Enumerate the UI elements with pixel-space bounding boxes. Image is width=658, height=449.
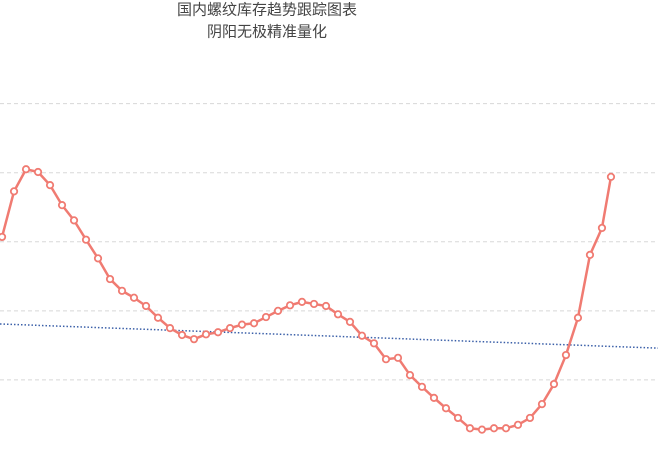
data-point bbox=[9, 187, 19, 196]
data-point bbox=[273, 306, 283, 315]
data-point bbox=[69, 216, 79, 225]
data-point bbox=[597, 223, 607, 233]
data-point bbox=[513, 420, 523, 429]
data-point bbox=[453, 413, 463, 423]
data-point bbox=[309, 299, 319, 309]
data-point bbox=[165, 324, 175, 333]
data-point bbox=[606, 172, 616, 181]
data-point bbox=[393, 353, 403, 362]
data-point bbox=[21, 165, 31, 174]
data-point bbox=[141, 301, 151, 311]
data-line bbox=[0, 167, 613, 431]
data-point bbox=[429, 393, 439, 402]
data-point bbox=[345, 317, 355, 326]
data-point bbox=[201, 330, 211, 339]
data-point bbox=[381, 355, 391, 364]
data-point bbox=[237, 320, 247, 329]
data-point bbox=[213, 328, 223, 337]
data-point bbox=[81, 235, 91, 244]
data-point bbox=[33, 167, 43, 177]
data-point bbox=[465, 424, 475, 433]
data-point bbox=[441, 404, 451, 413]
data-point bbox=[333, 310, 343, 319]
data-point bbox=[117, 286, 127, 295]
data-point bbox=[369, 339, 379, 348]
data-point bbox=[177, 330, 187, 340]
data-point bbox=[225, 324, 235, 333]
data-point bbox=[0, 232, 7, 242]
trend-line bbox=[0, 323, 658, 349]
data-point bbox=[129, 293, 139, 302]
data-point bbox=[501, 424, 511, 433]
data-point bbox=[585, 250, 595, 259]
data-point bbox=[561, 350, 571, 360]
data-point bbox=[93, 254, 103, 263]
data-point bbox=[549, 379, 559, 389]
data-point bbox=[261, 312, 271, 322]
data-point bbox=[249, 319, 259, 328]
data-point bbox=[45, 181, 55, 190]
data-point bbox=[285, 301, 295, 310]
data-point bbox=[489, 424, 499, 433]
data-point bbox=[189, 335, 199, 344]
data-point bbox=[57, 201, 67, 210]
data-point bbox=[405, 370, 415, 380]
data-point bbox=[417, 382, 427, 391]
data-point bbox=[105, 274, 115, 284]
data-point bbox=[573, 313, 583, 322]
data-point bbox=[297, 297, 307, 306]
data-point bbox=[321, 301, 331, 311]
data-point bbox=[525, 413, 535, 423]
data-point bbox=[153, 313, 163, 322]
chart-subtitle: 阴阳无极精准量化 bbox=[207, 23, 327, 41]
data-point bbox=[537, 399, 547, 409]
chart-title: 国内螺纹库存趋势跟踪图表 bbox=[177, 1, 357, 19]
data-point bbox=[477, 425, 487, 434]
data-point bbox=[357, 331, 367, 340]
